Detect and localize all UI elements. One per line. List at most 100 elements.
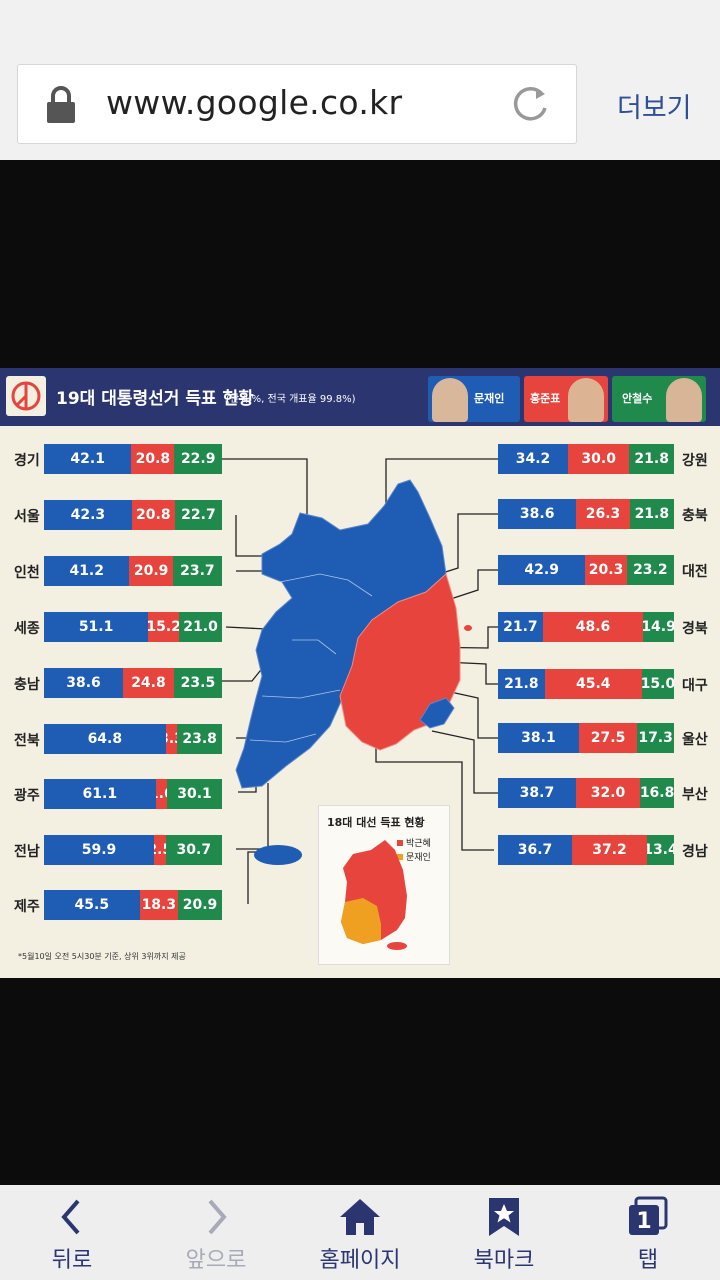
candidate-name: 홍준표 bbox=[530, 392, 561, 405]
region-label: 경남 bbox=[682, 844, 708, 860]
region-vote-bar: 38.6 26.3 21.8 bbox=[498, 499, 674, 529]
region-label: 경북 bbox=[682, 621, 708, 637]
vote-share-segment: 15.0 bbox=[641, 669, 674, 699]
home-button[interactable]: 홈페이지 bbox=[288, 1185, 432, 1280]
candidate-name: 문재인 bbox=[474, 392, 505, 405]
vote-share-segment: 20.9 bbox=[129, 556, 173, 586]
region-label: 대전 bbox=[682, 564, 708, 580]
inset-map bbox=[341, 840, 407, 950]
legend-item: 박근혜 bbox=[397, 836, 431, 849]
address-bar[interactable]: www.google.co.kr bbox=[17, 64, 577, 144]
region-label: 충북 bbox=[682, 508, 708, 524]
vote-share-segment: 13.4 bbox=[646, 835, 674, 865]
bookmark-label: 북마크 bbox=[473, 1248, 535, 1273]
vote-share-segment: 51.1 bbox=[44, 612, 149, 642]
region-vote-bar: 38.1 27.5 17.3 bbox=[498, 723, 674, 753]
region-label: 강원 bbox=[682, 453, 708, 469]
vote-share-segment: 20.8 bbox=[131, 500, 175, 530]
previous-election-inset: 18대 대선 득표 현황 박근혜 문재인 bbox=[318, 805, 450, 965]
vote-share-segment: 23.8 bbox=[177, 724, 222, 754]
region-label: 전북 bbox=[14, 733, 40, 749]
region-label: 경기 bbox=[14, 453, 40, 469]
vote-share-segment: 26.3 bbox=[576, 499, 630, 529]
region-vote-bar: 34.2 30.0 21.8 bbox=[498, 444, 674, 474]
forward-button[interactable]: 앞으로 bbox=[144, 1185, 288, 1280]
vote-share-segment: 38.6 bbox=[44, 668, 124, 698]
vote-share-segment: 22.9 bbox=[174, 444, 222, 474]
region-label: 세종 bbox=[14, 621, 40, 637]
vote-share-segment: 15.2 bbox=[148, 612, 180, 642]
region-label: 전남 bbox=[14, 844, 40, 860]
vote-share-segment: 14.9 bbox=[643, 612, 674, 642]
vote-share-segment: 1.6 bbox=[155, 779, 168, 809]
region-vote-bar: 42.3 20.8 22.7 bbox=[44, 500, 222, 530]
vote-share-segment: 27.5 bbox=[578, 723, 638, 753]
bookmark-button[interactable]: 북마크 bbox=[432, 1185, 576, 1280]
korea-map bbox=[218, 458, 498, 904]
election-infographic: 19대 대통령선거 득표 현황 (단위:%, 전국 개표율 99.8%) 문재인… bbox=[0, 368, 720, 978]
vote-share-segment: 37.2 bbox=[571, 835, 647, 865]
vote-share-segment: 23.5 bbox=[173, 668, 222, 698]
vote-share-segment: 30.7 bbox=[165, 835, 222, 865]
region-label: 인천 bbox=[14, 565, 40, 581]
candidate-moon-box: 문재인 bbox=[428, 376, 520, 422]
infographic-title: 19대 대통령선거 득표 현황 bbox=[56, 389, 254, 409]
candidate-photo bbox=[666, 378, 702, 422]
reload-icon[interactable] bbox=[508, 82, 552, 126]
vote-share-segment: 59.9 bbox=[44, 835, 155, 865]
vote-share-segment: 21.8 bbox=[498, 669, 545, 699]
region-vote-bar: 38.6 24.8 23.5 bbox=[44, 668, 222, 698]
vote-share-segment: 42.9 bbox=[498, 555, 586, 585]
candidate-photo bbox=[568, 378, 604, 422]
vote-share-segment: 30.0 bbox=[567, 444, 630, 474]
region-vote-bar: 38.7 32.0 16.8 bbox=[498, 778, 674, 808]
tab-count: 1 bbox=[636, 1209, 651, 1234]
vote-share-segment: 32.0 bbox=[575, 778, 641, 808]
page-background-top bbox=[0, 160, 720, 368]
vote-share-segment: 22.7 bbox=[174, 500, 222, 530]
vote-share-segment: 20.9 bbox=[178, 890, 222, 920]
vote-share-segment: 16.8 bbox=[640, 778, 674, 808]
url-text[interactable]: www.google.co.kr bbox=[106, 83, 403, 122]
region-vote-bar: 42.1 20.8 22.9 bbox=[44, 444, 222, 474]
region-vote-bar: 21.8 45.4 15.0 bbox=[498, 669, 674, 699]
vote-share-segment: 45.5 bbox=[44, 890, 140, 920]
region-vote-bar: 64.83.323.8 bbox=[44, 724, 222, 754]
vote-share-segment: 38.1 bbox=[498, 723, 579, 753]
home-icon bbox=[340, 1199, 380, 1235]
region-label: 대구 bbox=[682, 678, 708, 694]
browser-toolbar: www.google.co.kr 더보기 bbox=[0, 0, 720, 160]
region-label: 서울 bbox=[14, 509, 40, 525]
region-vote-bar: 59.92.530.7 bbox=[44, 835, 222, 865]
region-vote-bar: 51.1 15.2 21.0 bbox=[44, 612, 222, 642]
tabs-label: 탭 bbox=[637, 1248, 659, 1273]
back-button[interactable]: 뒤로 bbox=[0, 1185, 144, 1280]
vote-share-segment: 41.2 bbox=[44, 556, 130, 586]
vote-share-segment: 34.2 bbox=[498, 444, 568, 474]
bookmark-star-icon bbox=[489, 1198, 519, 1236]
vote-share-segment: 45.4 bbox=[544, 669, 642, 699]
region-vote-bar: 21.7 48.6 14.9 bbox=[498, 612, 674, 642]
vote-share-segment: 64.8 bbox=[44, 724, 166, 754]
vote-share-segment: 2.5 bbox=[154, 835, 166, 865]
candidate-ahn-box: 안철수 bbox=[612, 376, 706, 422]
candidate-name: 안철수 bbox=[622, 392, 653, 405]
forward-label: 앞으로 bbox=[185, 1248, 247, 1273]
more-menu-button[interactable]: 더보기 bbox=[617, 93, 692, 124]
lock-icon bbox=[47, 86, 75, 123]
infographic-subtitle: (단위:%, 전국 개표율 99.8%) bbox=[226, 394, 356, 405]
vote-share-segment: 24.8 bbox=[123, 668, 174, 698]
region-label: 제주 bbox=[14, 899, 40, 915]
vote-share-segment: 36.7 bbox=[498, 835, 572, 865]
candidate-hong-box: 홍준표 bbox=[524, 376, 608, 422]
tabs-button[interactable]: 1 탭 bbox=[576, 1185, 720, 1280]
vote-share-segment: 48.6 bbox=[542, 612, 644, 642]
legend-item: 문재인 bbox=[397, 850, 431, 863]
vote-share-segment: 3.3 bbox=[165, 724, 178, 754]
vote-share-segment: 23.7 bbox=[172, 556, 222, 586]
vote-share-segment: 21.0 bbox=[179, 612, 222, 642]
vote-share-segment: 21.8 bbox=[629, 444, 674, 474]
vote-share-segment: 20.8 bbox=[131, 444, 175, 474]
vote-share-segment: 21.7 bbox=[498, 612, 543, 642]
home-label: 홈페이지 bbox=[319, 1248, 401, 1273]
